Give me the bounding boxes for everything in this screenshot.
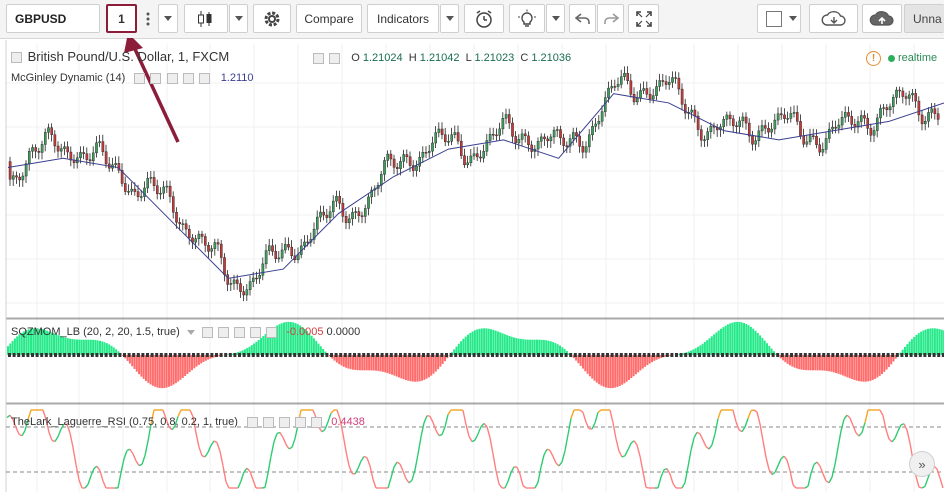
chart-canvas[interactable] (0, 38, 944, 492)
candles-icon (198, 10, 212, 27)
sqz-format-icon[interactable] (233, 326, 245, 338)
low-value: 1.21023 (474, 52, 515, 64)
ohlc-readout: O 1.21024 H 1.21042 L 1.21023 C 1.21036 (313, 52, 571, 64)
scroll-to-realtime-button[interactable]: » (909, 451, 935, 477)
sqz-settings-icon[interactable] (201, 326, 213, 338)
indicator-legend: McGinley Dynamic (14) 1.2110 (11, 72, 254, 84)
symbol-input[interactable]: GBPUSD (6, 4, 100, 33)
indicators-dropdown[interactable] (440, 4, 459, 33)
fullscreen-icon (635, 10, 652, 27)
realtime-status-dot (888, 55, 895, 62)
sqz-add-icon[interactable] (250, 326, 262, 338)
chart-name-tab[interactable]: Unna (904, 4, 944, 33)
squeeze-momentum-histogram (7, 321, 944, 389)
indicators-button[interactable]: Indicators (367, 4, 439, 33)
settings-button[interactable] (253, 4, 291, 33)
indicator-value: 1.2110 (220, 72, 254, 84)
warning-icon[interactable]: ! (866, 51, 881, 66)
realtime-label: realtime (898, 52, 938, 64)
cloud-upload-icon (869, 10, 894, 26)
redo-icon (603, 12, 619, 24)
indicator-settings-icon[interactable] (134, 72, 146, 84)
ideas-button[interactable] (509, 4, 545, 33)
low-label: L (465, 52, 472, 64)
sqz-value-2: 0.0000 (326, 326, 361, 338)
lightbulb-icon (518, 9, 536, 27)
chart-type-dropdown[interactable] (229, 4, 248, 33)
indicator-hide-icon[interactable] (150, 72, 162, 84)
main-legend: British Pound/U.S. Dollar, 1, FXCM (11, 49, 229, 64)
sqz-remove-icon[interactable] (266, 326, 278, 338)
chevron-down-icon (234, 16, 243, 21)
indicator-add-icon[interactable] (182, 72, 194, 84)
close-label: C (520, 52, 529, 64)
alert-button[interactable] (464, 4, 504, 33)
visibility-mini-icon[interactable] (329, 52, 341, 64)
rsi-format-icon[interactable] (279, 416, 291, 428)
top-toolbar: GBPUSD 1 Compare Indicators (0, 0, 944, 39)
rsi-hide-icon[interactable] (262, 416, 274, 428)
laguerre-rsi-line (6, 409, 944, 489)
load-chart-button[interactable] (809, 4, 858, 33)
high-label: H (408, 52, 417, 64)
collapse-icon[interactable] (11, 52, 22, 64)
cloud-download-icon (821, 10, 846, 26)
rsi-value: 0.4438 (331, 416, 365, 428)
interval-dropdown[interactable] (158, 4, 178, 33)
symbol-title: British Pound/U.S. Dollar, 1, FXCM (27, 49, 230, 64)
chart-grid (5, 40, 944, 492)
fullscreen-button[interactable] (628, 4, 659, 33)
indicator-remove-icon[interactable] (198, 72, 210, 84)
indicator-name: McGinley Dynamic (14) (11, 72, 126, 84)
mcginley-dynamic-line (7, 93, 944, 279)
sqz-value-1: -0.0005 (286, 326, 324, 338)
high-value: 1.21042 (419, 52, 460, 64)
chevron-down-icon[interactable] (186, 330, 195, 335)
undo-button[interactable] (569, 4, 596, 33)
interval-more-icon[interactable] (139, 4, 157, 33)
compare-button[interactable]: Compare (296, 4, 362, 33)
open-label: O (351, 52, 360, 64)
rsi-remove-icon[interactable] (311, 416, 323, 428)
sqz-hide-icon[interactable] (217, 326, 229, 338)
redo-button[interactable] (597, 4, 624, 33)
layout-button[interactable] (757, 4, 801, 33)
sqz-legend: SQZMOM_LB (20, 2, 20, 1.5, true) -0.0005… (11, 326, 360, 338)
undo-icon (574, 12, 590, 24)
chevron-down-icon (551, 16, 560, 21)
alarm-clock-icon (476, 9, 492, 28)
open-value: 1.21024 (362, 52, 403, 64)
indicator-format-icon[interactable] (166, 72, 178, 84)
price-candles (8, 66, 940, 302)
chevron-down-icon (164, 16, 172, 21)
squeeze-dots (8, 353, 944, 357)
sqz-name: SQZMOM_LB (20, 2, 20, 1.5, true) (11, 326, 180, 338)
gear-icon (264, 11, 280, 26)
close-value: 1.21036 (531, 52, 572, 64)
save-chart-button[interactable] (862, 4, 902, 33)
rsi-settings-icon[interactable] (246, 416, 258, 428)
chart-type-button[interactable] (184, 4, 228, 33)
settings-mini-icon[interactable] (313, 52, 324, 64)
ideas-dropdown[interactable] (546, 4, 565, 33)
chevron-down-icon (789, 16, 797, 21)
rsi-legend: TheLark_Laguerre_RSI (0.75, 0.8, 0.2, 1,… (11, 416, 365, 428)
square-layout-icon (766, 10, 782, 27)
annotation-arrow (124, 38, 180, 143)
rsi-add-icon[interactable] (295, 416, 307, 428)
chevron-down-icon (445, 16, 454, 21)
rsi-name: TheLark_Laguerre_RSI (0.75, 0.8, 0.2, 1,… (11, 416, 238, 428)
interval-button[interactable]: 1 (106, 4, 137, 33)
